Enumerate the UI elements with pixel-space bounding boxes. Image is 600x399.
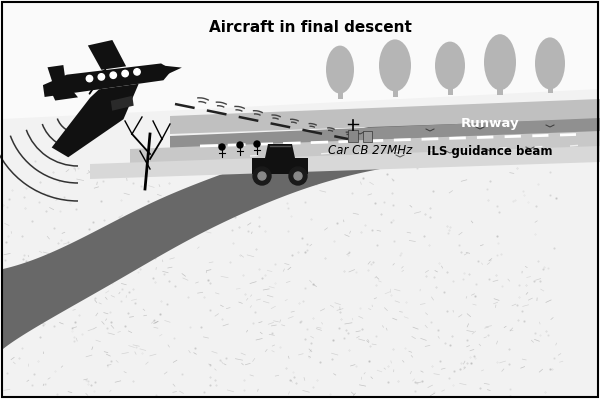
Text: ILS guidance beam: ILS guidance beam [427,146,553,158]
Polygon shape [90,146,600,179]
Polygon shape [161,65,182,76]
Ellipse shape [484,34,516,90]
Ellipse shape [379,40,411,91]
Circle shape [294,172,302,180]
Circle shape [253,167,271,185]
Ellipse shape [535,38,565,89]
Text: Car CB 27MHz: Car CB 27MHz [328,144,412,158]
Polygon shape [3,0,600,119]
Polygon shape [47,65,66,84]
Bar [348,130,358,142]
Polygon shape [3,107,600,349]
Circle shape [289,167,307,185]
Circle shape [134,69,140,75]
Bar [497,79,503,95]
Circle shape [254,141,260,147]
Bar [448,80,452,95]
Text: Runway: Runway [461,117,520,130]
Polygon shape [265,144,295,158]
Polygon shape [43,63,172,97]
Circle shape [219,144,225,150]
Circle shape [98,74,104,80]
Polygon shape [170,118,600,149]
Bar [548,79,553,93]
Polygon shape [52,84,139,157]
Bar [363,131,372,142]
Polygon shape [130,131,600,164]
Circle shape [86,75,92,82]
Polygon shape [88,40,126,70]
Circle shape [110,72,116,79]
Ellipse shape [326,45,354,94]
Bar [337,84,343,99]
Polygon shape [170,99,600,134]
Polygon shape [111,96,134,111]
Circle shape [258,172,266,180]
Polygon shape [51,88,78,101]
Circle shape [237,142,243,148]
Text: Aircraft in final descent: Aircraft in final descent [209,20,412,34]
Bar [392,81,398,97]
Ellipse shape [435,41,465,90]
Polygon shape [252,158,308,174]
Circle shape [122,70,128,77]
